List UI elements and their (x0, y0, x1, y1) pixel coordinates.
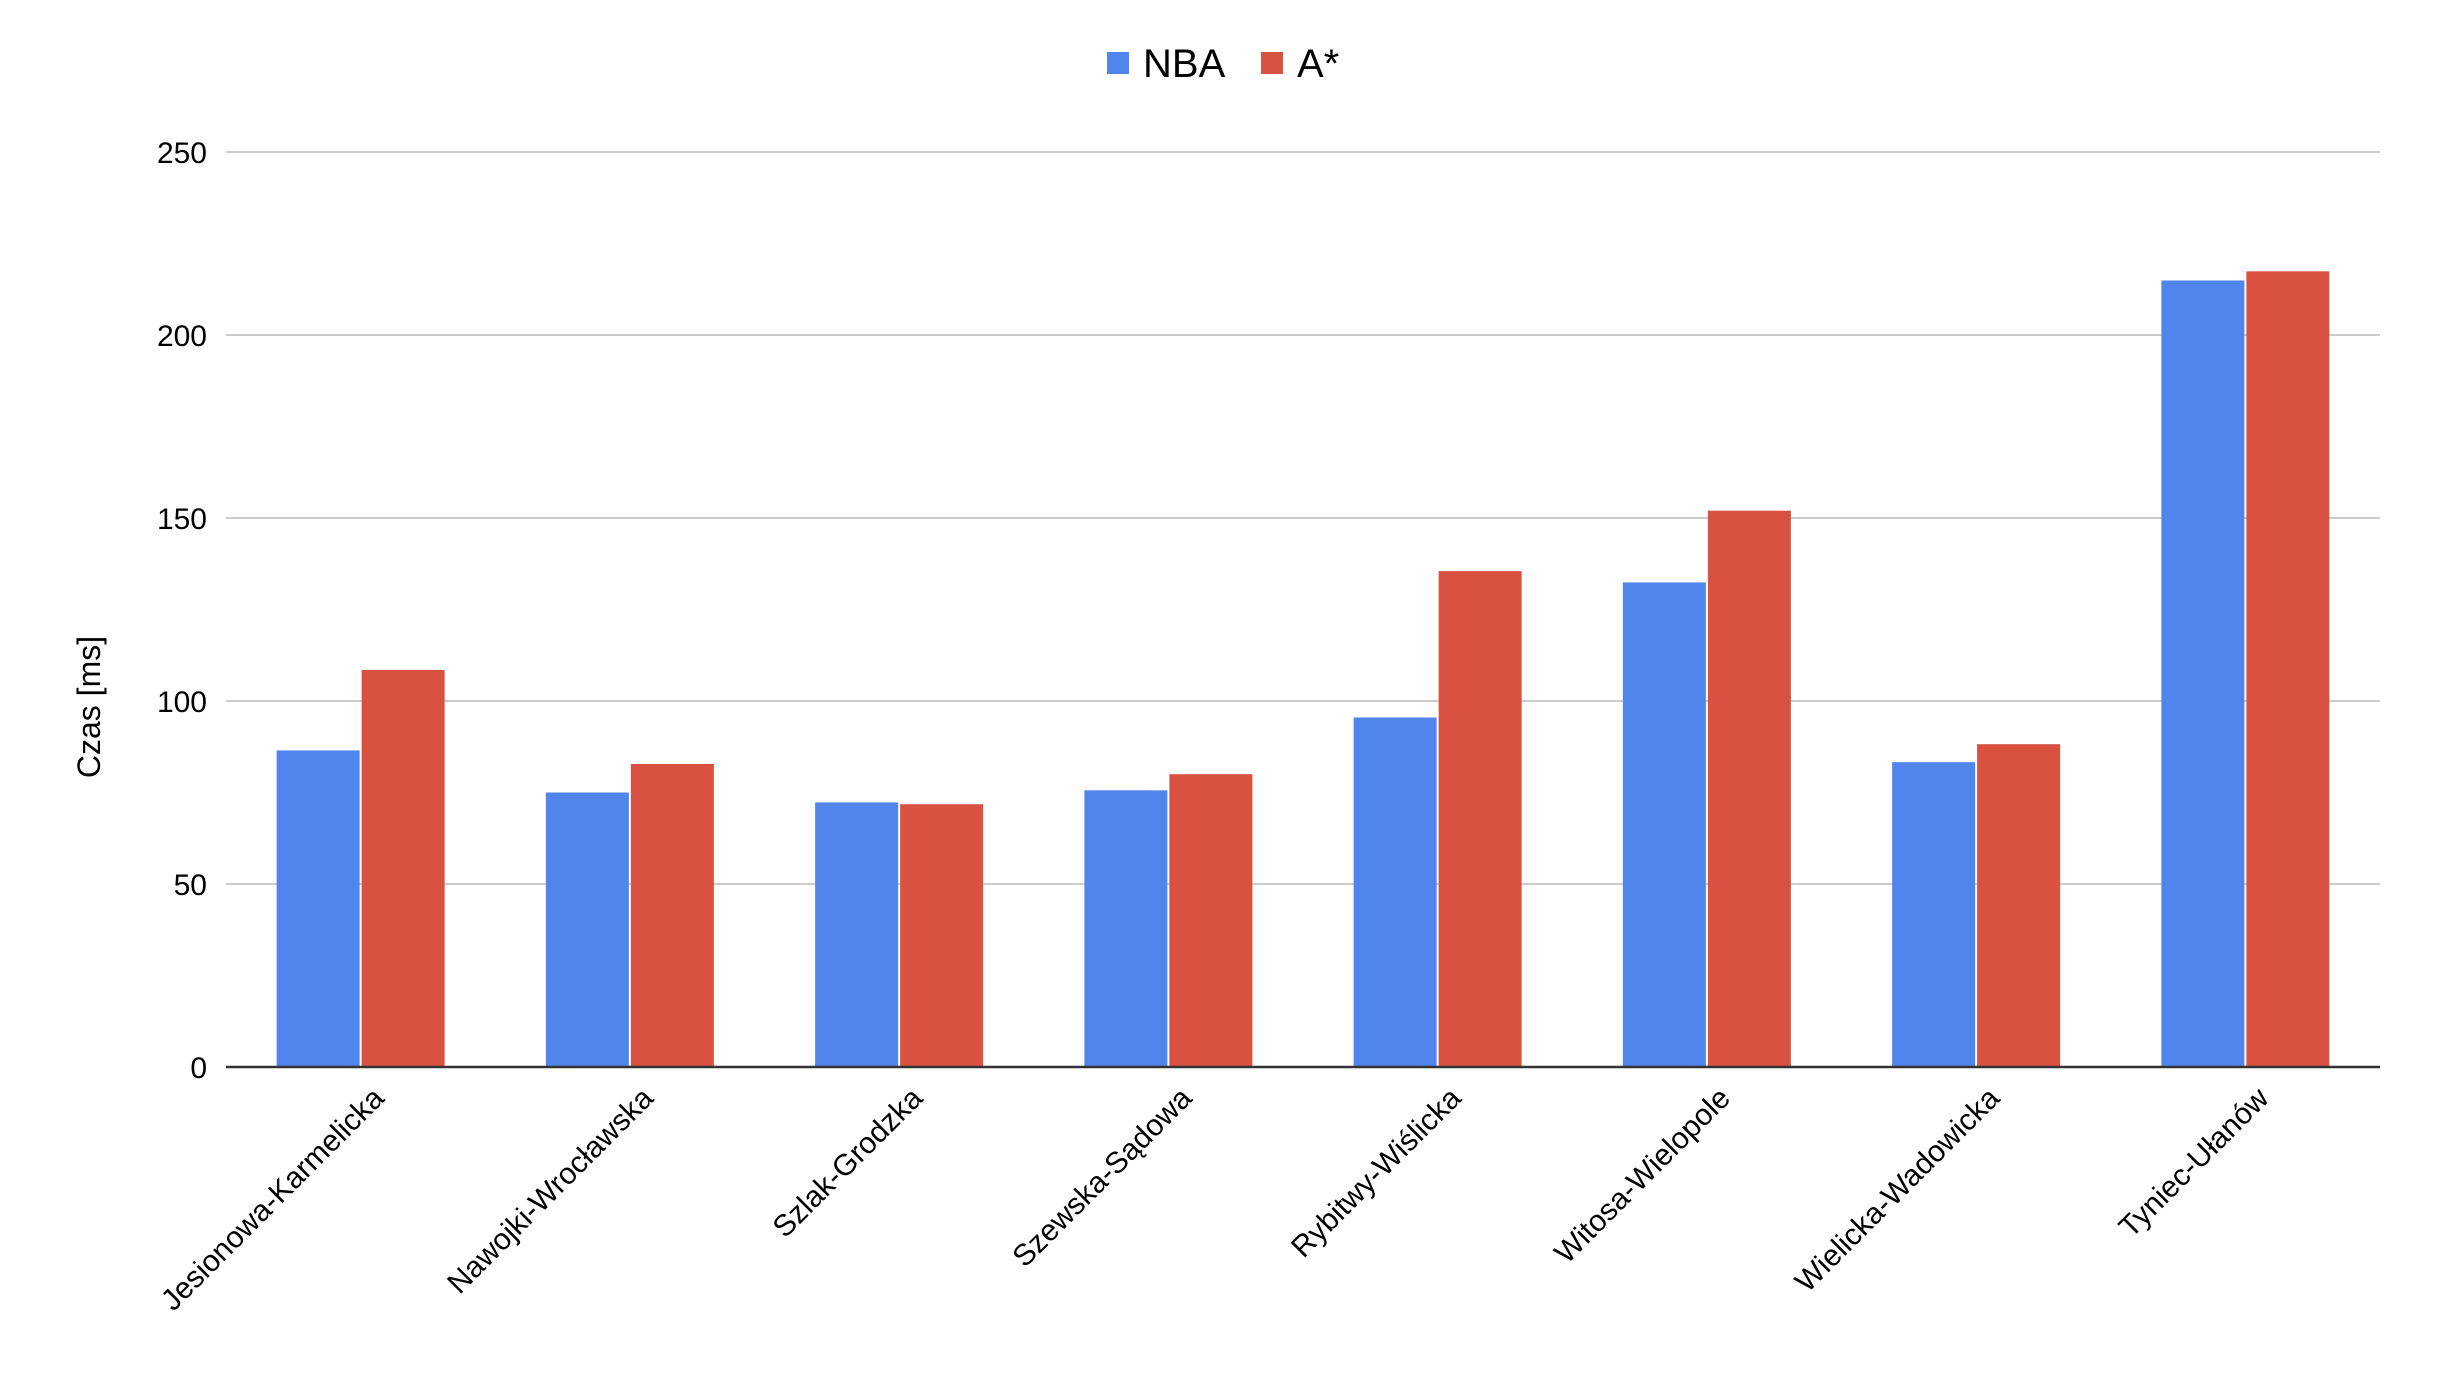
x-category-label: Szewska-Sądowa (1006, 1081, 1198, 1273)
x-category-label: Szlak-Grodzka (767, 1081, 930, 1244)
bar-nba (1892, 762, 1976, 1067)
bar-nba (2161, 280, 2245, 1067)
legend-label-nba: NBA (1143, 42, 1226, 86)
x-axis-category-labels: Jesionowa-Karmelicka Nawojki-Wrocławska Sz… (155, 1081, 2276, 1317)
legend-swatch-astar (1261, 52, 1283, 74)
x-category-label: Rybitwy-Wiślicka (1285, 1081, 1468, 1264)
x-category-label: Tyniec-Ułanów (2113, 1081, 2276, 1244)
x-category-label: Jesionowa-Karmelicka (155, 1081, 391, 1317)
y-tick-label: 250 (157, 137, 207, 170)
legend-label-astar: A* (1297, 42, 1339, 86)
bar-nba (545, 792, 629, 1067)
x-category-label: Witosa-Wielopole (1548, 1082, 1736, 1270)
y-tick-label: 150 (157, 503, 207, 536)
bar-astar (2246, 271, 2330, 1067)
bar-astar (361, 669, 445, 1067)
y-axis-ticks: 0 50 100 150 200 250 (157, 137, 207, 1085)
bar-nba (815, 802, 899, 1067)
y-tick-label: 100 (157, 686, 207, 719)
bar-astar (1169, 774, 1253, 1067)
bar-nba (1353, 717, 1437, 1067)
bar-nba (1622, 582, 1706, 1067)
bar-nba (276, 750, 360, 1067)
bar-astar (1977, 744, 2061, 1067)
bars (276, 271, 2330, 1067)
legend: NBA A* (1107, 42, 1339, 86)
bar-astar (1707, 510, 1791, 1067)
bar-nba (1084, 790, 1168, 1067)
bar-astar (630, 763, 714, 1067)
legend-swatch-nba (1107, 52, 1129, 74)
bar-astar (1438, 571, 1522, 1067)
y-tick-label: 50 (174, 869, 207, 902)
y-tick-label: 200 (157, 320, 207, 353)
x-category-label: Nawojki-Wrocławska (441, 1081, 660, 1300)
x-category-label: Wielicka-Wadowicka (1789, 1081, 2006, 1298)
bar-astar (900, 804, 984, 1067)
y-tick-label: 0 (190, 1052, 207, 1085)
y-axis-label: Czas [ms] (71, 636, 107, 778)
